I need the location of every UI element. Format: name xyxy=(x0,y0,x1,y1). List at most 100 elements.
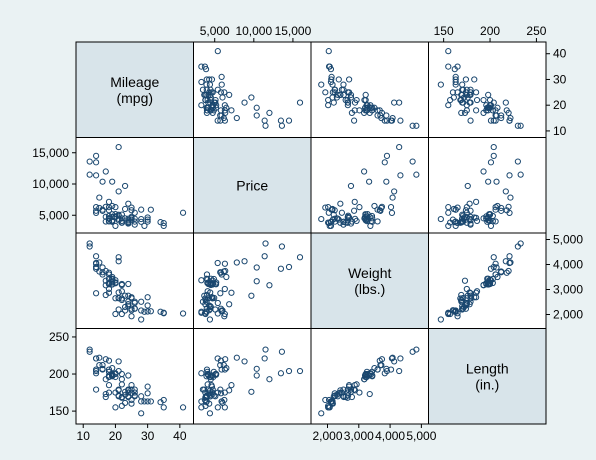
data-point xyxy=(109,281,116,288)
diagonal-cell-price xyxy=(193,137,312,234)
data-point xyxy=(214,259,221,267)
data-point xyxy=(144,214,151,221)
data-point xyxy=(118,370,125,378)
scatter-cell-mpg-vs-weight xyxy=(310,41,429,138)
data-point xyxy=(131,218,138,225)
data-point xyxy=(454,63,461,70)
data-point xyxy=(328,73,335,80)
data-point xyxy=(105,198,113,205)
data-point xyxy=(202,310,209,318)
data-point xyxy=(452,81,459,88)
data-point xyxy=(226,301,233,308)
data-point xyxy=(208,76,216,83)
data-point xyxy=(337,200,344,207)
data-point xyxy=(96,362,103,369)
data-point xyxy=(492,218,499,225)
data-point xyxy=(93,152,100,159)
data-point xyxy=(464,182,471,190)
data-point xyxy=(413,122,420,129)
data-point xyxy=(121,388,129,395)
data-point xyxy=(506,172,513,179)
data-point xyxy=(131,209,138,216)
scatter-cell-price-vs-length xyxy=(428,137,547,234)
data-point xyxy=(498,114,505,122)
data-point xyxy=(356,389,363,396)
data-point xyxy=(467,290,474,297)
data-point xyxy=(102,291,109,299)
data-point xyxy=(388,209,396,216)
data-point xyxy=(221,366,228,373)
data-point xyxy=(214,117,221,124)
data-point xyxy=(206,316,214,323)
data-point xyxy=(490,152,497,159)
data-point xyxy=(204,107,211,114)
data-point xyxy=(118,288,125,295)
data-point xyxy=(277,117,285,124)
data-point xyxy=(367,222,374,230)
data-point xyxy=(492,206,499,213)
data-point xyxy=(505,203,512,210)
data-point xyxy=(138,218,145,225)
data-point xyxy=(93,386,100,393)
data-point xyxy=(211,294,218,302)
data-point xyxy=(248,388,255,395)
variable-label-mpg: (mpg) xyxy=(116,90,153,106)
data-point xyxy=(138,410,145,417)
data-point xyxy=(118,280,125,288)
data-point xyxy=(489,218,496,225)
data-point xyxy=(221,89,228,96)
data-point xyxy=(437,215,444,223)
x-tick-label-mpg: 10 xyxy=(77,429,91,443)
data-point xyxy=(144,383,151,390)
data-point xyxy=(296,254,304,261)
data-point xyxy=(387,117,395,124)
data-point xyxy=(228,382,235,389)
data-point xyxy=(361,109,368,117)
x-tick-label-weight: 5,000 xyxy=(406,429,436,443)
data-point xyxy=(115,254,122,261)
data-point xyxy=(131,221,138,228)
data-point xyxy=(217,386,224,393)
data-point xyxy=(502,188,509,195)
data-point xyxy=(125,389,132,396)
data-point xyxy=(322,396,329,404)
data-point xyxy=(207,303,214,310)
data-point xyxy=(366,178,373,185)
data-point xyxy=(93,290,100,297)
data-point xyxy=(115,306,122,313)
data-point xyxy=(489,107,496,114)
data-point xyxy=(128,396,135,404)
data-point xyxy=(318,81,325,88)
data-point xyxy=(105,285,113,293)
diagonal-cell-weight xyxy=(310,232,429,329)
data-point xyxy=(141,398,148,405)
scatter-cell-mpg-vs-length xyxy=(428,41,547,138)
data-point xyxy=(147,206,154,213)
data-point xyxy=(334,393,341,400)
data-point xyxy=(102,203,109,210)
data-point xyxy=(447,219,454,226)
data-point xyxy=(445,204,452,211)
data-point xyxy=(266,282,273,289)
data-point xyxy=(473,214,480,221)
data-point xyxy=(462,76,470,83)
data-point xyxy=(391,358,398,365)
data-point xyxy=(102,376,109,383)
data-point xyxy=(517,122,524,129)
data-point xyxy=(121,292,129,299)
data-point xyxy=(348,109,356,117)
data-point xyxy=(144,398,151,405)
data-point xyxy=(378,204,385,212)
data-point xyxy=(226,91,233,98)
data-point xyxy=(105,389,113,396)
data-point xyxy=(348,393,356,401)
data-point xyxy=(459,91,466,98)
data-point xyxy=(248,94,255,101)
data-point xyxy=(473,107,480,114)
x-tick-label-mpg: 30 xyxy=(141,429,155,443)
data-point xyxy=(209,386,216,393)
data-point xyxy=(445,102,452,109)
data-point xyxy=(396,143,403,151)
variable-label-price: Price xyxy=(236,177,268,193)
